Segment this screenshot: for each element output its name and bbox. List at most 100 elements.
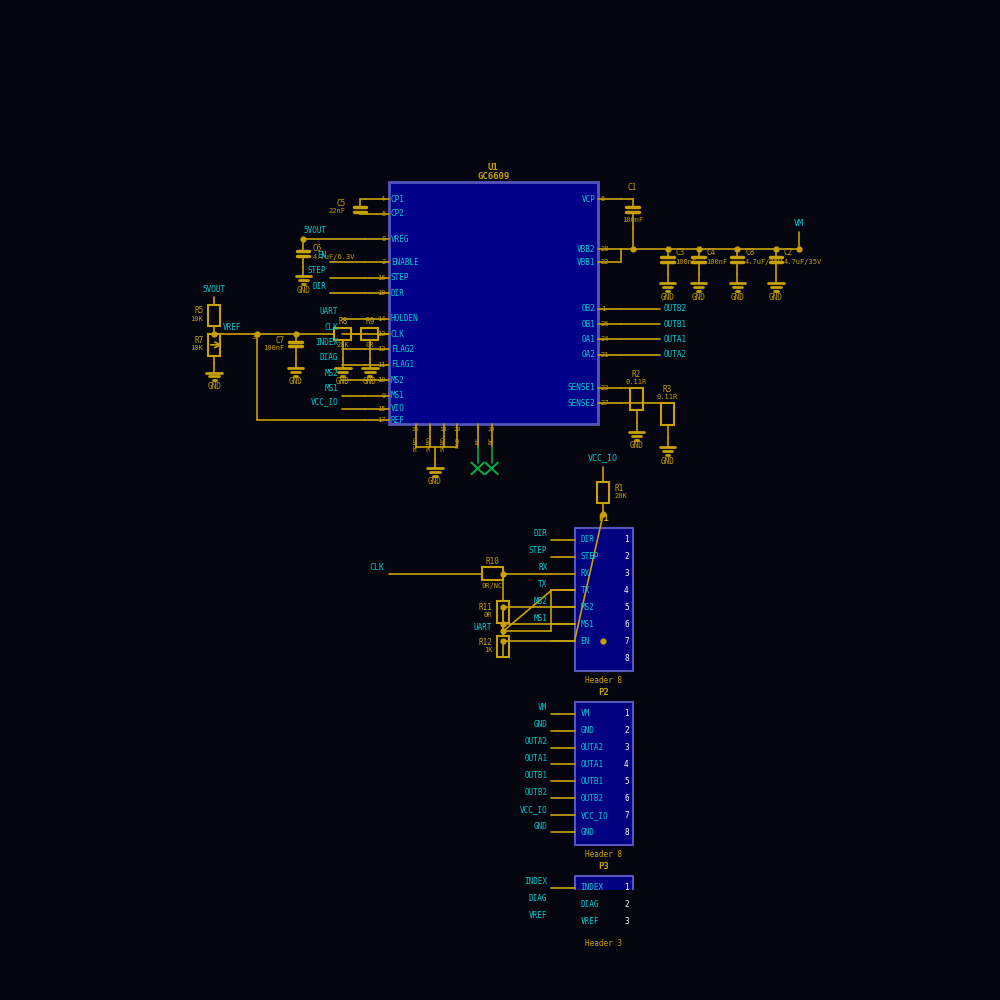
- Text: MS1: MS1: [391, 391, 405, 400]
- Text: 15: 15: [377, 406, 385, 412]
- Text: 13: 13: [377, 331, 385, 337]
- Text: CP2: CP2: [391, 209, 405, 218]
- Bar: [574, 702, 633, 845]
- Text: 4.7uF/35V: 4.7uF/35V: [745, 259, 783, 265]
- Bar: [630, 388, 643, 410]
- Text: STEP: STEP: [529, 546, 547, 555]
- Text: Header 8: Header 8: [585, 676, 622, 685]
- Text: 2: 2: [624, 726, 629, 735]
- Text: 26: 26: [601, 321, 609, 327]
- Text: OUTA2: OUTA2: [581, 743, 604, 752]
- Text: MS2: MS2: [581, 603, 595, 612]
- Text: RX: RX: [538, 563, 547, 572]
- Text: CP1: CP1: [391, 195, 405, 204]
- Text: 2: 2: [381, 259, 385, 265]
- Text: MS1: MS1: [581, 620, 595, 629]
- Text: 22: 22: [601, 259, 609, 265]
- Text: NC: NC: [475, 436, 480, 444]
- Text: STEP: STEP: [391, 273, 409, 282]
- Text: VBB2: VBB2: [577, 245, 595, 254]
- Text: VCC_IO: VCC_IO: [588, 453, 618, 462]
- Text: 4: 4: [624, 586, 629, 595]
- Text: CLK: CLK: [324, 323, 338, 332]
- Text: REF: REF: [391, 416, 405, 425]
- Text: FLAG1: FLAG1: [391, 360, 414, 369]
- Bar: [497, 601, 509, 623]
- Bar: [597, 482, 609, 503]
- Text: 5: 5: [624, 777, 629, 786]
- Text: 0.11R: 0.11R: [626, 379, 647, 385]
- Text: R9: R9: [365, 317, 375, 326]
- Text: SENSE2: SENSE2: [568, 399, 595, 408]
- Text: CLK: CLK: [391, 330, 405, 339]
- Text: 1: 1: [601, 306, 605, 312]
- Text: VCC_IO: VCC_IO: [581, 811, 608, 820]
- Text: 20K: 20K: [336, 342, 349, 348]
- Text: 14: 14: [377, 316, 385, 322]
- Bar: [574, 528, 633, 671]
- Text: MS1: MS1: [534, 614, 547, 623]
- Text: Header 8: Header 8: [585, 850, 622, 859]
- Text: OUTB2: OUTB2: [581, 794, 604, 803]
- Text: OUTA1: OUTA1: [664, 335, 687, 344]
- Text: P3: P3: [598, 862, 609, 871]
- Text: INDEX: INDEX: [315, 338, 338, 347]
- Text: 17: 17: [377, 417, 385, 423]
- Text: OUTA1: OUTA1: [524, 754, 547, 763]
- Text: GND: GND: [581, 726, 595, 735]
- Text: DIAG: DIAG: [529, 894, 547, 903]
- Text: VM: VM: [794, 219, 804, 228]
- Text: 0.11R: 0.11R: [657, 394, 678, 400]
- Text: 11: 11: [377, 362, 385, 368]
- Text: 3: 3: [624, 569, 629, 578]
- Text: 8: 8: [624, 654, 629, 663]
- Text: EN: EN: [317, 251, 326, 260]
- Text: UART: UART: [474, 623, 492, 632]
- Text: HOLDEN: HOLDEN: [391, 314, 419, 323]
- Text: 8: 8: [624, 828, 629, 837]
- Text: TX: TX: [581, 586, 590, 595]
- Text: OB1: OB1: [582, 320, 595, 329]
- Bar: [574, 876, 633, 935]
- Text: GND: GND: [336, 377, 350, 386]
- Text: STEP: STEP: [581, 552, 599, 561]
- Text: GND: GND: [289, 377, 302, 386]
- Text: 18: 18: [440, 427, 447, 432]
- Text: 7: 7: [624, 637, 629, 646]
- Text: 8: 8: [381, 236, 385, 242]
- Text: 3: 3: [251, 334, 256, 340]
- Text: MS1: MS1: [324, 384, 338, 393]
- Text: 28: 28: [601, 246, 609, 252]
- Text: OUTB1: OUTB1: [664, 320, 687, 329]
- Text: GND: GND: [692, 293, 705, 302]
- Bar: [208, 305, 220, 326]
- Text: 2: 2: [624, 552, 629, 561]
- Text: 0R/NC: 0R/NC: [482, 583, 503, 589]
- Bar: [361, 328, 378, 340]
- Text: 5: 5: [624, 603, 629, 612]
- Text: GND: GND: [428, 477, 442, 486]
- Text: INDEX: INDEX: [581, 883, 604, 892]
- Text: 100nF: 100nF: [706, 259, 728, 265]
- Text: R3: R3: [663, 385, 672, 394]
- Text: CLK: CLK: [370, 563, 385, 572]
- Text: U1: U1: [488, 163, 498, 172]
- Bar: [497, 636, 509, 657]
- Text: OA1: OA1: [582, 335, 595, 344]
- Text: DIAG: DIAG: [581, 900, 599, 909]
- Text: MS2: MS2: [534, 597, 547, 606]
- Text: SENSE1: SENSE1: [568, 383, 595, 392]
- Text: R7: R7: [194, 336, 203, 345]
- Text: C4: C4: [706, 248, 716, 257]
- Text: R5: R5: [194, 306, 203, 315]
- Text: 12: 12: [377, 346, 385, 352]
- Text: EN: EN: [581, 637, 590, 646]
- Text: 21: 21: [601, 352, 609, 358]
- Text: 100nF: 100nF: [622, 217, 643, 223]
- Text: C5: C5: [337, 199, 346, 208]
- Text: 29: 29: [454, 427, 461, 432]
- Text: GND: GND: [661, 457, 674, 466]
- Text: VM: VM: [581, 709, 590, 718]
- Text: INDEX: INDEX: [524, 877, 547, 886]
- Text: OA2: OA2: [582, 350, 595, 359]
